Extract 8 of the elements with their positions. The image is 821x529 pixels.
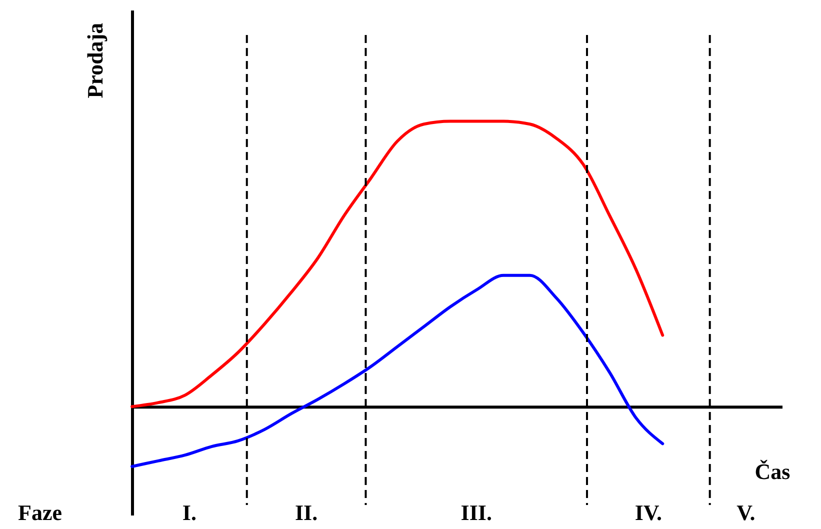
text: IV. bbox=[634, 500, 662, 525]
text: Faze bbox=[18, 500, 62, 525]
text: I. bbox=[182, 500, 196, 525]
text: II. bbox=[294, 500, 318, 525]
y-axis-title: Prodaja bbox=[82, 22, 108, 98]
text: V. bbox=[736, 500, 756, 525]
x-axis-title: Čas bbox=[754, 459, 791, 484]
text: III. bbox=[460, 500, 492, 525]
